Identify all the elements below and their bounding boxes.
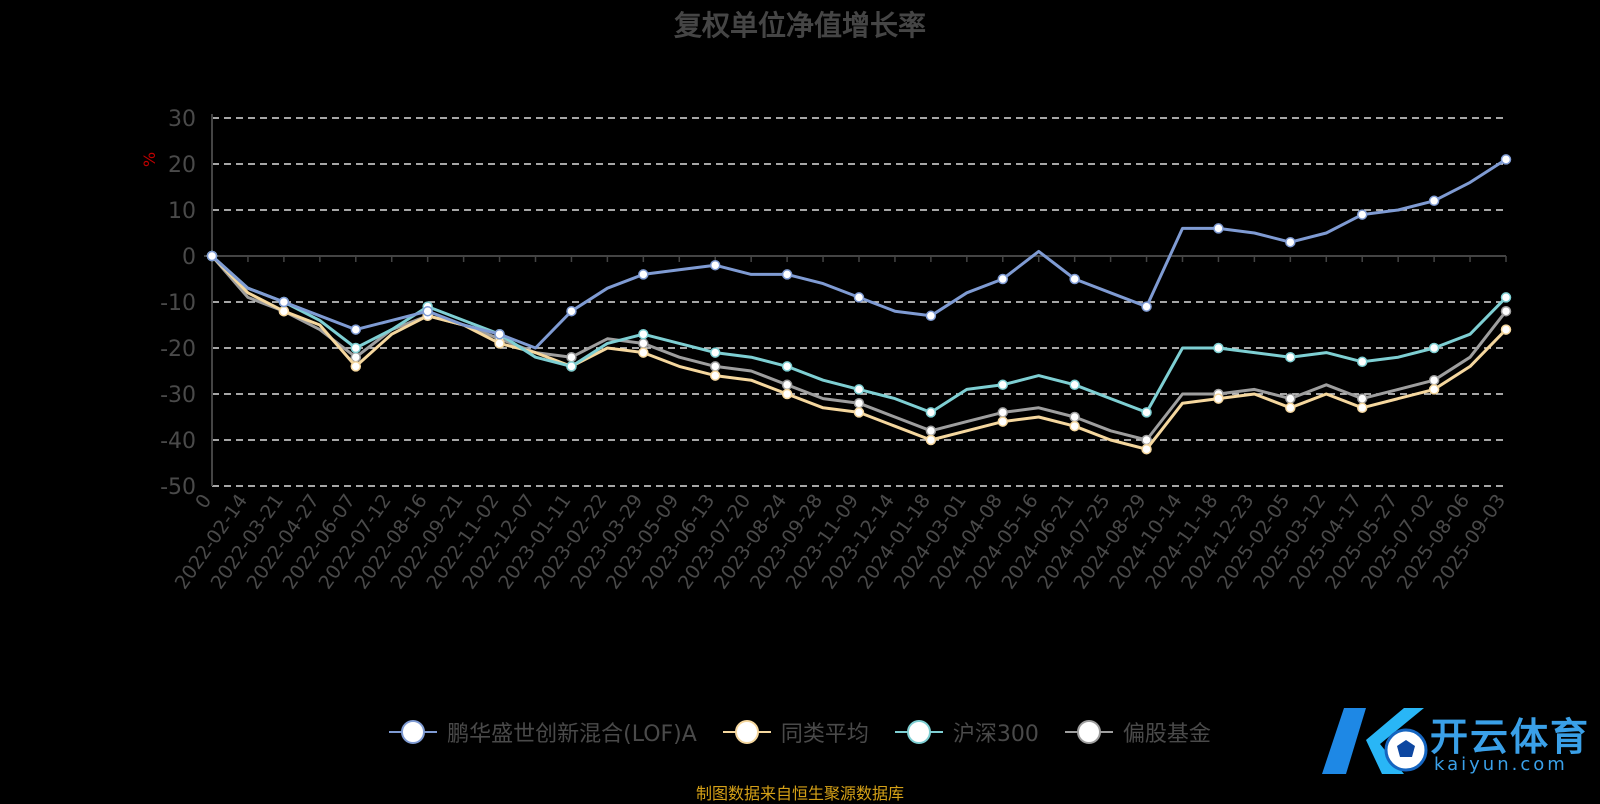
data-point — [997, 273, 1009, 285]
data-point — [781, 388, 793, 400]
data-point — [1213, 342, 1224, 354]
legend-label: 沪深300 — [952, 722, 1039, 747]
y-tick-label: -10 — [160, 291, 196, 316]
data-point — [1356, 402, 1368, 414]
y-tick-label: 0 — [182, 245, 196, 270]
data-point — [1069, 411, 1080, 423]
chart-title: 复权单位净值增长率 — [673, 9, 926, 42]
data-point — [278, 296, 290, 308]
y-tick-label: -40 — [160, 429, 196, 454]
data-point — [709, 361, 721, 372]
data-point — [1285, 402, 1296, 414]
source-note: 制图数据来自恒生聚源数据库 — [695, 784, 904, 803]
y-tick-label: -50 — [160, 475, 196, 500]
data-point — [1213, 223, 1224, 234]
data-point — [925, 434, 937, 446]
x-tick-label: 0 — [191, 490, 216, 513]
data-point — [1069, 379, 1080, 391]
y-tick-label: 30 — [168, 107, 196, 132]
data-point — [781, 269, 793, 280]
data-point — [494, 328, 505, 340]
legend-marker-icon — [894, 719, 943, 745]
data-point — [781, 379, 793, 391]
watermark-name: 开云体育 — [1430, 715, 1591, 759]
data-point — [1500, 324, 1512, 335]
data-point — [1213, 393, 1224, 404]
y-tick-label: 20 — [168, 153, 196, 178]
data-point — [1069, 420, 1080, 432]
watermark-url: kaiyun.com — [1434, 754, 1568, 775]
legend-label: 鹏华盛世创新混合(LOF)A — [447, 722, 697, 747]
data-point — [278, 305, 290, 317]
data-point — [1141, 407, 1152, 418]
legend-item[interactable]: 鹏华盛世创新混合(LOF)A — [389, 716, 697, 748]
data-point — [709, 347, 721, 358]
legend-item[interactable]: 偏股基金 — [1064, 716, 1211, 748]
data-point — [566, 305, 577, 317]
data-point — [853, 397, 865, 409]
y-tick-label: -30 — [160, 383, 196, 408]
data-point — [1285, 393, 1296, 404]
data-point — [1500, 292, 1512, 303]
series-line — [210, 254, 1508, 451]
data-point — [1428, 384, 1440, 395]
data-point — [350, 351, 362, 363]
legend: 鹏华盛世创新混合(LOF)A 同类平均 沪深300 偏股基金 — [0, 716, 1600, 748]
data-point — [1141, 443, 1152, 455]
data-point — [853, 407, 865, 418]
data-point — [853, 292, 865, 303]
data-point — [925, 407, 937, 418]
data-point — [206, 250, 218, 262]
data-point — [853, 384, 865, 395]
data-point — [350, 324, 362, 335]
data-point — [1141, 301, 1152, 312]
data-point — [566, 361, 577, 372]
data-point — [350, 342, 362, 354]
kaiyun-logo — [1322, 708, 1428, 774]
data-point — [997, 416, 1009, 427]
data-point — [925, 425, 937, 437]
legend-label: 偏股基金 — [1122, 722, 1211, 747]
data-point — [1428, 374, 1440, 386]
data-point — [1285, 236, 1296, 248]
data-point — [1285, 351, 1296, 363]
data-point — [638, 269, 649, 280]
data-point — [1500, 305, 1512, 317]
data-point — [925, 310, 937, 322]
legend-marker-icon — [1064, 719, 1113, 745]
data-point — [1356, 209, 1368, 220]
data-point — [997, 407, 1009, 418]
data-point — [638, 347, 649, 358]
data-point — [350, 361, 362, 372]
legend-item[interactable]: 沪深300 — [894, 716, 1039, 748]
data-point — [709, 259, 721, 271]
legend-marker-icon — [722, 719, 771, 745]
data-point — [1428, 195, 1440, 207]
data-point — [638, 328, 649, 340]
data-point — [422, 305, 433, 317]
legend-marker-icon — [389, 719, 438, 745]
data-point — [781, 361, 793, 372]
data-point — [1428, 342, 1440, 354]
legend-label: 同类平均 — [780, 722, 869, 747]
y-tick-label: 10 — [168, 199, 196, 224]
data-point — [709, 370, 721, 381]
data-point — [997, 379, 1009, 391]
data-point — [1356, 393, 1368, 404]
data-point — [1500, 154, 1512, 165]
y-tick-label: -20 — [160, 337, 196, 362]
y-axis-unit-label: % — [140, 151, 160, 168]
data-point — [1356, 356, 1368, 368]
legend-item[interactable]: 同类平均 — [722, 716, 869, 748]
data-point — [566, 351, 577, 363]
data-point — [494, 338, 505, 349]
data-point — [1069, 273, 1080, 285]
data-point — [638, 338, 649, 349]
